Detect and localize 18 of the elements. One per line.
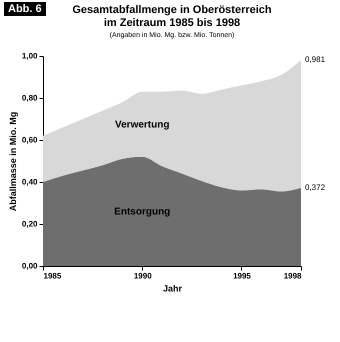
y-tick-label: 0,20 <box>22 220 38 228</box>
x-tick-label: 1995 <box>233 272 252 280</box>
y-tick-label: 1,00 <box>22 52 38 60</box>
series-label: Entsorgung <box>114 206 170 218</box>
x-tick-label: 1990 <box>134 272 152 280</box>
y-axis-title: Abfallmasse in Mio. Mg <box>8 112 18 212</box>
caption: Abb. 6 <box>4 2 46 16</box>
y-tick-label: 0,00 <box>22 262 38 270</box>
y-tick-label: 0,80 <box>22 94 38 102</box>
x-tick-label: 1998 <box>284 272 302 280</box>
series-label: Verwertung <box>114 119 170 130</box>
chart-title: Gesamtabfallmenge in Oberösterreich im Zeitraum 1985 bis 1998 <box>72 4 272 29</box>
x-tick-label: 1985 <box>44 272 62 280</box>
annotation: 0,372 <box>305 182 326 192</box>
y-tick-label: 0,60 <box>22 136 38 144</box>
y-tick-label: 0,40 <box>22 178 38 186</box>
annotation: 0,981 <box>305 54 326 64</box>
x-axis-title: Jahr <box>162 284 182 294</box>
